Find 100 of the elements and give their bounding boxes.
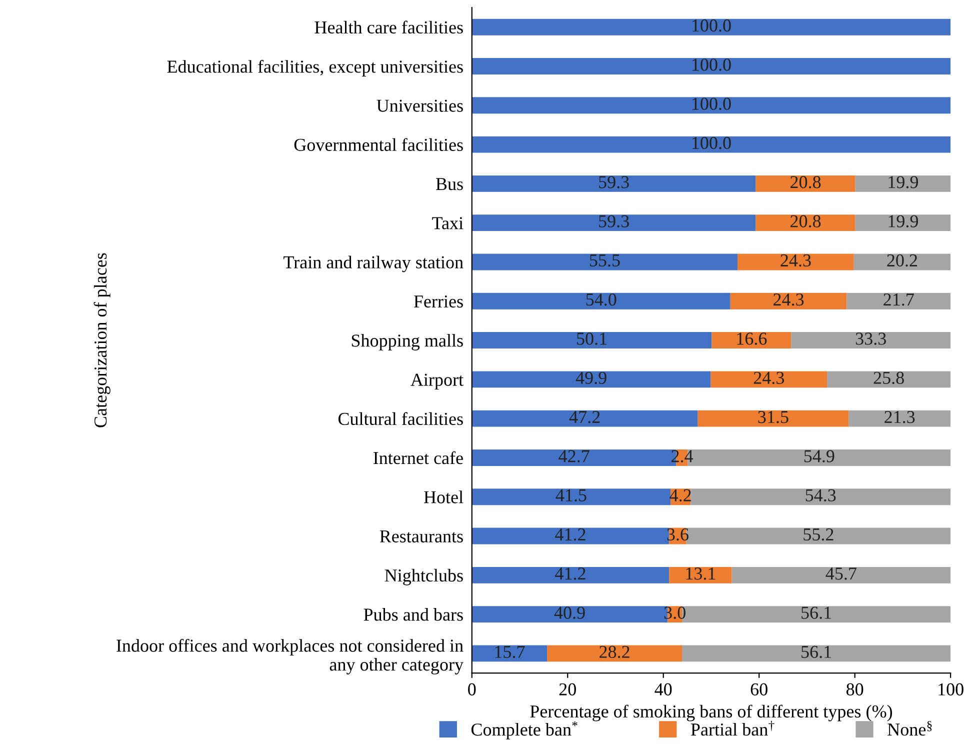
bar bbox=[848, 410, 951, 427]
bar bbox=[698, 410, 849, 427]
data-label: 33.3 bbox=[856, 332, 886, 345]
x-tick-label: 100 bbox=[938, 683, 964, 696]
bar bbox=[472, 214, 756, 232]
bar bbox=[756, 175, 856, 192]
y-tick-label: Indoor offices and workplaces not considered in any other category bbox=[116, 638, 464, 674]
bar bbox=[472, 410, 698, 427]
data-label: 13.1 bbox=[686, 568, 716, 580]
data-label: 28.2 bbox=[600, 646, 630, 658]
x-axis-title: Percentage of smoking bans of different types (%) bbox=[530, 704, 892, 722]
y-tick-label: Hotel bbox=[424, 490, 464, 504]
data-label: 59.3 bbox=[599, 215, 629, 228]
y-tick-label: Governmental facilities bbox=[294, 138, 463, 151]
data-label: 31.5 bbox=[758, 410, 788, 424]
y-tick-label: Taxi bbox=[432, 217, 464, 230]
bar bbox=[472, 645, 548, 662]
y-tick-label: Pubs and bars bbox=[364, 608, 463, 621]
x-tick-label: 60 bbox=[750, 683, 768, 696]
y-tick-label: Educational facilities, except universities bbox=[167, 60, 463, 76]
bar bbox=[547, 645, 682, 662]
data-label: 21.7 bbox=[884, 294, 914, 306]
bar bbox=[855, 175, 951, 192]
data-label: 19.9 bbox=[888, 176, 918, 188]
data-label: 100.0 bbox=[692, 19, 731, 32]
data-label: 56.1 bbox=[802, 606, 832, 619]
y-tick-label: Nightclubs bbox=[384, 568, 463, 586]
bar bbox=[472, 136, 951, 153]
data-label: 21.3 bbox=[884, 410, 915, 424]
data-label: 25.8 bbox=[874, 372, 904, 384]
y-tick-label: Health care facilities bbox=[314, 20, 463, 34]
bar bbox=[710, 371, 828, 388]
x-tick-label: 80 bbox=[846, 683, 864, 696]
bar bbox=[791, 332, 951, 348]
bar bbox=[827, 371, 951, 388]
bar bbox=[472, 97, 951, 114]
y-axis-title: Categorization of places bbox=[94, 253, 110, 428]
data-label: 100.0 bbox=[692, 98, 731, 110]
data-label: 20.2 bbox=[887, 254, 918, 267]
data-label: 15.7 bbox=[495, 646, 525, 658]
bar bbox=[756, 214, 856, 232]
bar bbox=[712, 332, 792, 348]
data-label: 56.1 bbox=[802, 646, 832, 658]
bar bbox=[472, 566, 670, 584]
y-tick-label: Ferries bbox=[414, 295, 463, 308]
bar bbox=[472, 18, 951, 36]
y-tick-label: Cultural facilities bbox=[338, 412, 463, 426]
x-tick-label: 40 bbox=[654, 683, 672, 696]
bar bbox=[472, 175, 756, 192]
bar bbox=[472, 371, 711, 388]
data-label: 41.5 bbox=[556, 489, 586, 502]
x-tick-label: 0 bbox=[468, 683, 476, 696]
data-label: 54.3 bbox=[806, 489, 836, 502]
data-label: 24.3 bbox=[774, 294, 804, 306]
bar bbox=[472, 332, 712, 348]
data-label: 42.7 bbox=[558, 450, 590, 462]
data-label: 55.2 bbox=[804, 528, 834, 541]
bar bbox=[846, 292, 951, 310]
y-tick-label: Shopping malls bbox=[352, 334, 463, 350]
bar bbox=[854, 254, 951, 270]
y-tick-label: Bus bbox=[436, 178, 463, 190]
bar bbox=[855, 214, 951, 232]
data-label: 19.9 bbox=[888, 215, 918, 228]
data-label: 16.6 bbox=[737, 332, 767, 345]
x-tick-label: 20 bbox=[559, 683, 576, 696]
bar bbox=[730, 292, 847, 310]
bar bbox=[472, 488, 671, 506]
bar bbox=[738, 254, 854, 270]
bar bbox=[472, 292, 730, 310]
data-label: 59.3 bbox=[599, 176, 629, 188]
y-tick-label: Universities bbox=[376, 100, 463, 112]
bar bbox=[472, 58, 951, 74]
data-label: 50.1 bbox=[577, 332, 607, 345]
data-label: 40.9 bbox=[554, 606, 585, 619]
bar bbox=[732, 566, 951, 584]
bar bbox=[669, 566, 732, 584]
data-label: 41.2 bbox=[555, 528, 586, 541]
legend-label: None$^{§}$ bbox=[888, 721, 932, 736]
data-label: 49.9 bbox=[576, 372, 606, 384]
bar bbox=[472, 254, 738, 270]
data-label: 24.3 bbox=[754, 372, 784, 384]
data-label: 100.0 bbox=[692, 136, 731, 150]
data-label: 54.9 bbox=[804, 450, 834, 462]
data-label: 20.8 bbox=[790, 176, 821, 188]
data-label: 24.3 bbox=[780, 254, 811, 267]
legend-label: Partial ban$^{†}$ bbox=[690, 720, 774, 736]
data-label: 55.5 bbox=[590, 254, 620, 267]
y-tick-label: Airport bbox=[410, 374, 464, 390]
y-tick-label: Internet cafe bbox=[374, 451, 463, 464]
data-label: 45.7 bbox=[826, 568, 856, 580]
data-label: 54.0 bbox=[586, 293, 616, 306]
y-tick-label: Train and railway station bbox=[284, 256, 464, 272]
data-label: 100.0 bbox=[692, 58, 731, 71]
data-label: 47.2 bbox=[569, 410, 600, 424]
data-label: 41.2 bbox=[555, 568, 586, 580]
bar bbox=[690, 488, 951, 506]
bar bbox=[682, 645, 951, 662]
data-label: 20.8 bbox=[790, 215, 821, 228]
legend-label: Complete ban$^{*}$ bbox=[471, 721, 578, 740]
y-tick-label: Restaurants bbox=[380, 530, 463, 542]
